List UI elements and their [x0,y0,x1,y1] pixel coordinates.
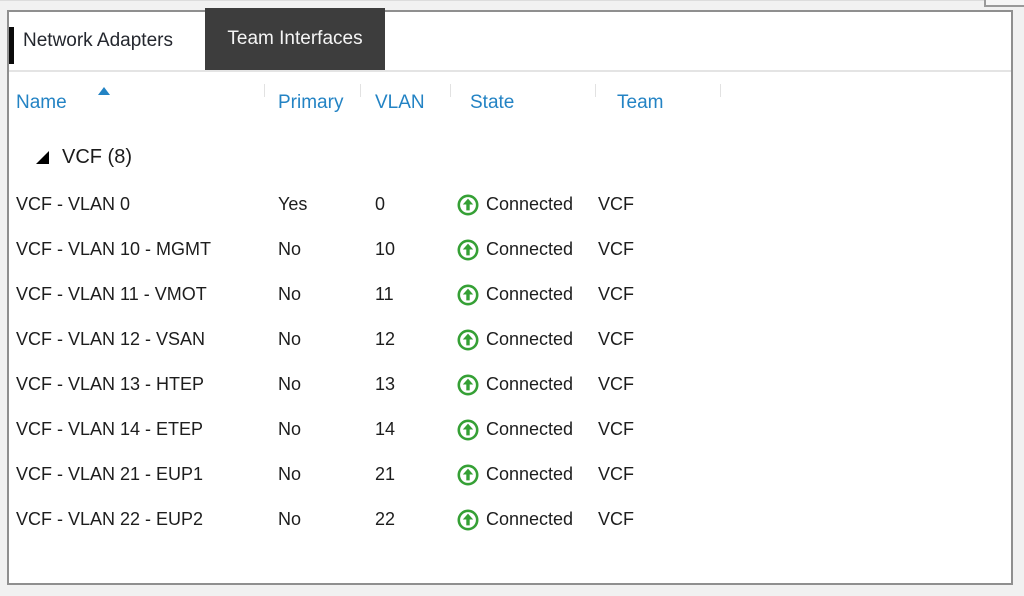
tabstrip-separator [9,70,1011,72]
column-header-vlan[interactable]: VLAN [375,92,425,113]
cell-vlan: 12 [375,329,396,349]
adjacent-panel-corner [984,0,1024,7]
focus-indicator-bar [9,27,14,64]
cell-vlan: 0 [375,194,386,214]
cell-name: VCF - VLAN 13 - HTEP [16,374,205,394]
column-divider [595,84,596,97]
table-row[interactable]: VCF - VLAN 14 - ETEP No 14 Connected VCF [9,407,1011,452]
cell-vlan: 14 [375,419,396,439]
state-label: Connected [486,509,574,529]
state-label: Connected [486,419,574,439]
table-row[interactable]: VCF - VLAN 0 Yes 0 Connected VCF [9,182,1011,227]
cell-name: VCF - VLAN 22 - EUP2 [16,509,204,529]
group-label: VCF (8) [62,145,132,168]
cell-state: Connected [450,509,595,531]
cell-state: Connected [450,419,595,441]
cell-name: VCF - VLAN 21 - EUP1 [16,464,204,484]
cell-state: Connected [450,464,595,486]
cell-primary: No [278,419,302,439]
table-header-row: Name Primary VLAN State Team [9,72,1011,126]
cell-vlan: 21 [375,464,396,484]
cell-name: VCF - VLAN 0 [16,194,131,214]
column-divider [360,84,361,97]
column-header-state[interactable]: State [470,92,515,113]
state-label: Connected [486,284,574,304]
cell-team: VCF [598,194,634,214]
cell-state: Connected [450,329,595,351]
state-label: Connected [486,239,574,259]
column-divider [450,84,451,97]
connected-up-icon [457,464,479,485]
sort-ascending-icon [98,87,110,95]
cell-vlan: 10 [375,239,396,259]
team-interfaces-table-body: VCF - VLAN 0 Yes 0 Connected VCF VCF - V… [9,182,1011,542]
connected-up-icon [457,284,479,305]
table-row[interactable]: VCF - VLAN 11 - VMOT No 11 Connected VCF [9,272,1011,317]
cell-name: VCF - VLAN 11 - VMOT [16,284,207,304]
state-label: Connected [486,374,574,394]
cell-name: VCF - VLAN 12 - VSAN [16,329,206,349]
cell-state: Connected [450,239,595,261]
connected-up-icon [457,239,479,260]
state-label: Connected [486,194,574,214]
table-row[interactable]: VCF - VLAN 13 - HTEP No 13 Connected VCF [9,362,1011,407]
connected-up-icon [457,329,479,350]
top-divider-line [0,0,1024,1]
cell-team: VCF [598,374,634,394]
cell-primary: Yes [278,194,308,214]
connected-up-icon [457,419,479,440]
tab-team-interfaces[interactable]: Team Interfaces [205,8,385,70]
column-divider [264,84,265,97]
cell-primary: No [278,464,302,484]
state-label: Connected [486,329,574,349]
cell-team: VCF [598,239,634,259]
team-interfaces-panel: Network Adapters Team Interfaces Name Pr… [7,8,1013,585]
cell-name: VCF - VLAN 10 - MGMT [16,239,212,259]
cell-team: VCF [598,464,634,484]
cell-team: VCF [598,329,634,349]
cell-primary: No [278,374,302,394]
collapse-expanded-icon[interactable] [36,150,49,164]
table-row[interactable]: VCF - VLAN 10 - MGMT No 10 Connected VCF [9,227,1011,272]
cell-primary: No [278,239,302,259]
cell-vlan: 11 [375,284,394,304]
cell-team: VCF [598,509,634,529]
state-label: Connected [486,464,574,484]
column-header-name[interactable]: Name [16,92,67,113]
cell-vlan: 22 [375,509,396,529]
connected-up-icon [457,374,479,395]
tab-strip: Network Adapters Team Interfaces [9,8,1011,70]
column-header-team[interactable]: Team [617,92,664,113]
cell-primary: No [278,329,302,349]
cell-vlan: 13 [375,374,396,394]
cell-state: Connected [450,194,595,216]
table-row[interactable]: VCF - VLAN 22 - EUP2 No 22 Connected VCF [9,497,1011,542]
group-row-vcf[interactable]: VCF (8) [9,132,1011,182]
connected-up-icon [457,509,479,530]
column-divider [720,84,721,97]
column-header-primary[interactable]: Primary [278,92,344,113]
connected-up-icon [457,194,479,215]
tab-network-adapters[interactable]: Network Adapters [23,30,173,51]
cell-state: Connected [450,374,595,396]
table-row[interactable]: VCF - VLAN 21 - EUP1 No 21 Connected VCF [9,452,1011,497]
cell-state: Connected [450,284,595,306]
cell-primary: No [278,284,302,304]
cell-team: VCF [598,419,634,439]
cell-primary: No [278,509,302,529]
cell-name: VCF - VLAN 14 - ETEP [16,419,204,439]
table-row[interactable]: VCF - VLAN 12 - VSAN No 12 Connected VCF [9,317,1011,362]
cell-team: VCF [598,284,634,304]
